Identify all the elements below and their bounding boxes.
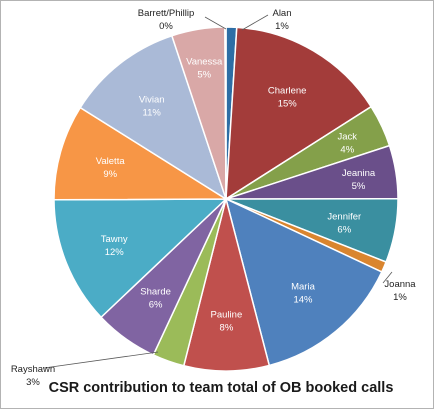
label-name-vivian: Vivian [139, 94, 165, 105]
label-value-barrett-phillip: 0% [159, 21, 173, 32]
label-value-alan: 1% [275, 21, 289, 32]
slice-vivian [79, 34, 227, 200]
label-name-jeanina: Jeanina [342, 168, 376, 179]
label-name-valetta: Valetta [96, 156, 126, 167]
label-name-rayshawn: Rayshawn [11, 364, 55, 375]
label-name-pauline: Pauline [211, 309, 243, 320]
label-value-vanessa: 5% [197, 70, 211, 81]
label-name-maria: Maria [291, 282, 315, 293]
label-value-rayshawn: 3% [26, 377, 40, 388]
slice-maria [225, 198, 383, 367]
label-value-jeanina: 5% [352, 181, 366, 192]
slice-labels: Alan 1% Charlene 15% Jack 4% Jeanina 5% Jennifer… [11, 8, 416, 388]
label-value-sharde: 6% [149, 300, 163, 311]
label-name-jennifer: Jennifer [327, 211, 361, 222]
slice-charlene [225, 26, 372, 200]
pie-slices [53, 26, 399, 372]
label-value-pauline: 8% [220, 322, 234, 333]
label-name-jack: Jack [338, 132, 358, 143]
slice-barrett-phillip [224, 26, 227, 200]
label-value-jennifer: 6% [337, 224, 351, 235]
label-value-jack: 4% [340, 145, 354, 156]
label-name-charlene: Charlene [268, 85, 307, 96]
label-value-valetta: 9% [103, 169, 117, 180]
label-value-charlene: 15% [278, 98, 298, 109]
label-name-tawny: Tawny [101, 234, 128, 245]
chart-title: CSR contribution to team total of OB boo… [49, 380, 394, 396]
leader-lines [43, 14, 393, 369]
label-value-maria: 14% [293, 295, 313, 306]
label-value-tawny: 12% [105, 247, 125, 258]
leader-line-joanna [382, 271, 393, 284]
label-name-alan: Alan [272, 8, 291, 19]
slice-tawny [53, 198, 227, 318]
label-name-sharde: Sharde [140, 287, 171, 298]
label-name-barrett-phillip: Barrett/Phillip [138, 8, 195, 19]
leader-line-rayshawn [43, 351, 159, 369]
label-name-vanessa: Vanessa [186, 57, 223, 68]
leader-line-barrett-phillip [204, 16, 227, 30]
leader-line-alan [241, 14, 269, 31]
label-value-vivian: 11% [143, 107, 162, 118]
label-name-joanna: Joanna [384, 279, 416, 290]
label-value-joanna: 1% [393, 292, 407, 303]
slice-valetta [53, 106, 227, 201]
